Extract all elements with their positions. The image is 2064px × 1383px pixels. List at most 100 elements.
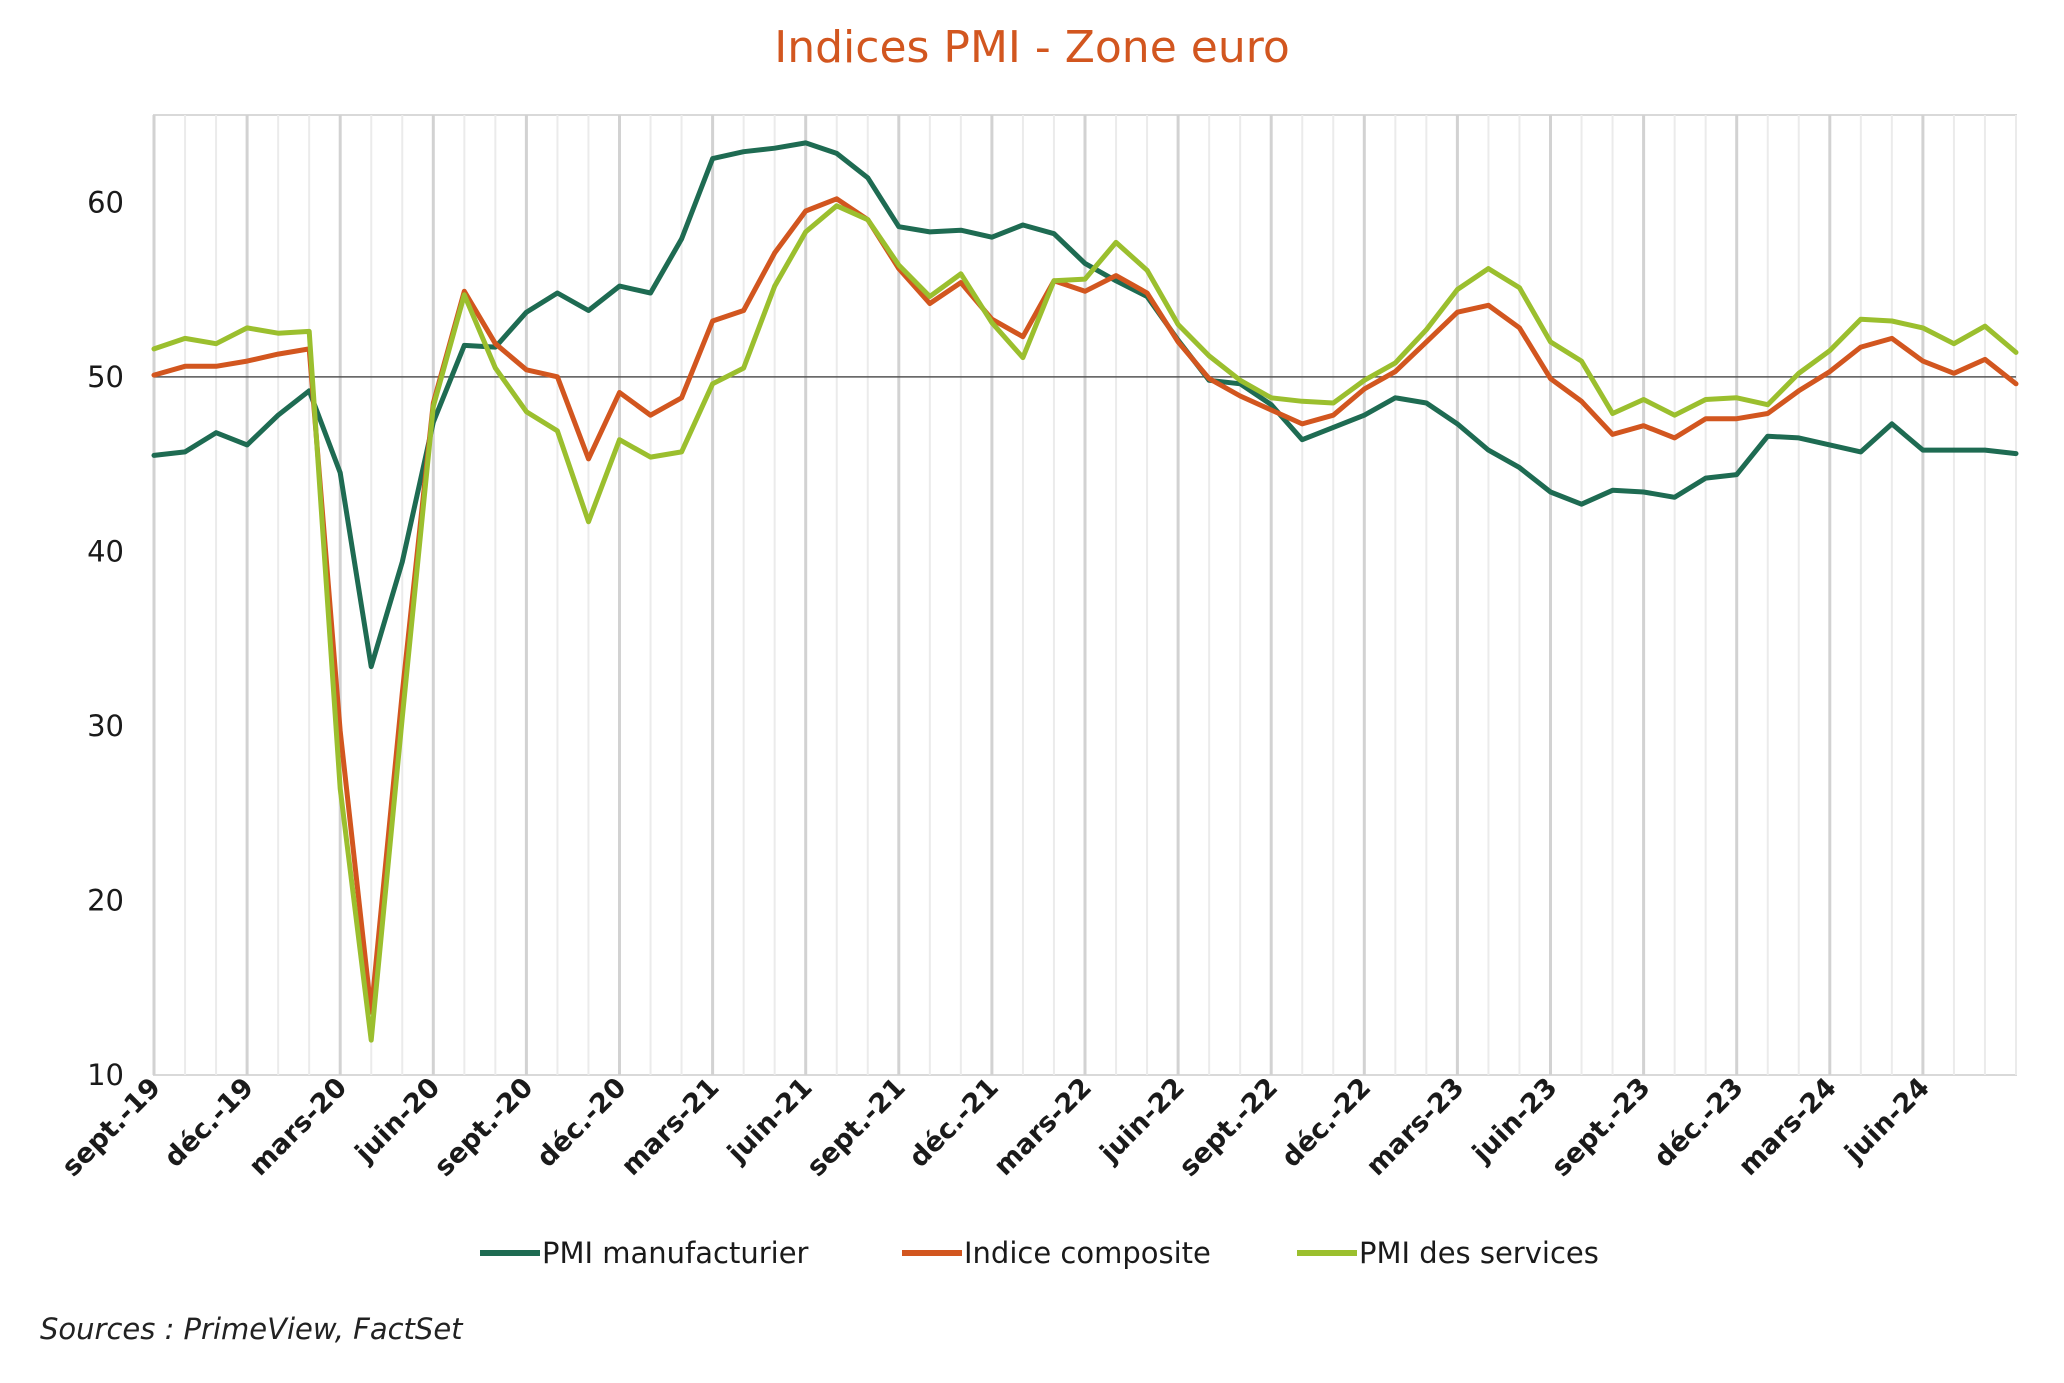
data-point (1206, 353, 1212, 359)
data-point (1238, 393, 1243, 399)
data-point (1858, 344, 1864, 350)
data-point (989, 235, 995, 240)
data-point (1331, 425, 1336, 430)
data-point (1672, 495, 1677, 500)
data-point (1610, 488, 1615, 493)
data-point (1300, 421, 1305, 427)
x-tick-label: juin-21 (721, 1072, 818, 1169)
data-point (1113, 273, 1119, 278)
data-point (741, 308, 746, 313)
y-tick-label: 20 (87, 883, 124, 917)
data-point (834, 151, 839, 156)
data-point (1082, 261, 1088, 266)
data-point (927, 301, 932, 306)
legend-item: PMI manufacturier (480, 1236, 809, 1270)
data-point (1144, 268, 1150, 273)
data-point (213, 341, 219, 346)
data-point (151, 346, 157, 352)
data-point (617, 437, 622, 442)
x-tick-label: mars-21 (616, 1072, 726, 1182)
data-point (275, 413, 281, 418)
data-point (1703, 397, 1708, 402)
data-point (400, 559, 405, 564)
data-point (1269, 407, 1274, 413)
x-tick-label: juin-23 (1466, 1072, 1563, 1169)
series-2 (151, 196, 2019, 1015)
data-point (1951, 371, 1957, 376)
data-point (493, 365, 498, 371)
data-point (1796, 371, 1802, 376)
data-point (182, 449, 188, 455)
data-point (1393, 360, 1398, 366)
data-point (896, 262, 901, 268)
data-point (182, 364, 188, 369)
y-tick-label: 50 (87, 360, 124, 394)
data-point (710, 318, 715, 324)
data-point (1827, 369, 1833, 374)
data-point (1734, 416, 1739, 421)
data-point (834, 196, 839, 201)
x-tick-label: mars-20 (243, 1072, 353, 1182)
data-point (2013, 350, 2019, 355)
data-point (1082, 276, 1088, 282)
data-point (1455, 287, 1460, 292)
data-point (1579, 358, 1584, 364)
data-point (927, 229, 932, 235)
data-point (462, 292, 467, 297)
data-point (400, 715, 405, 720)
x-tick-label: sept.-20 (429, 1072, 540, 1183)
data-point (1703, 416, 1708, 421)
data-point (1548, 339, 1553, 345)
data-point (1269, 402, 1274, 407)
data-point (1951, 447, 1957, 453)
series-1 (151, 140, 2019, 670)
data-point (679, 236, 684, 242)
data-point (1796, 388, 1802, 393)
data-point (1051, 278, 1057, 283)
data-point (1020, 355, 1026, 360)
data-point (244, 442, 250, 448)
x-tick-label: mars-24 (1733, 1072, 1843, 1182)
x-tick-label: sept.-23 (1546, 1072, 1657, 1183)
data-point (1424, 327, 1429, 332)
data-point (1982, 357, 1988, 362)
data-point (586, 308, 591, 313)
data-point (151, 453, 157, 458)
data-point (1579, 399, 1584, 404)
data-point (1920, 447, 1926, 453)
data-point (1765, 411, 1770, 416)
legend-label: PMI des services (1359, 1236, 1599, 1270)
data-point (803, 229, 808, 235)
data-point (1517, 325, 1522, 331)
data-point (958, 271, 964, 276)
data-point (1486, 447, 1491, 453)
data-point (369, 664, 374, 669)
data-point (462, 289, 467, 294)
grid-layer (152, 114, 2017, 1076)
data-point (1889, 318, 1895, 324)
data-point (586, 456, 591, 462)
data-point (1238, 378, 1243, 383)
data-point (1548, 376, 1553, 381)
data-point (1517, 285, 1522, 290)
data-point (555, 428, 560, 434)
data-point (586, 519, 591, 524)
data-point (1610, 432, 1615, 437)
data-point (648, 413, 653, 418)
y-tick-label: 10 (87, 1058, 124, 1092)
data-point (1393, 369, 1398, 374)
x-tick-label: sept.-22 (1173, 1072, 1284, 1183)
data-point (2013, 451, 2019, 456)
data-point (338, 786, 343, 791)
data-point (555, 290, 560, 296)
source-note: Sources : PrimeView, FactSet (40, 1312, 463, 1346)
data-point (1020, 334, 1026, 339)
data-point (1175, 322, 1181, 327)
data-point (1889, 336, 1895, 341)
x-tick-label: mars-23 (1360, 1072, 1470, 1182)
data-point (958, 280, 964, 285)
data-point (772, 250, 777, 256)
data-point (1051, 231, 1057, 236)
data-point (213, 364, 219, 369)
data-point (1300, 399, 1305, 404)
